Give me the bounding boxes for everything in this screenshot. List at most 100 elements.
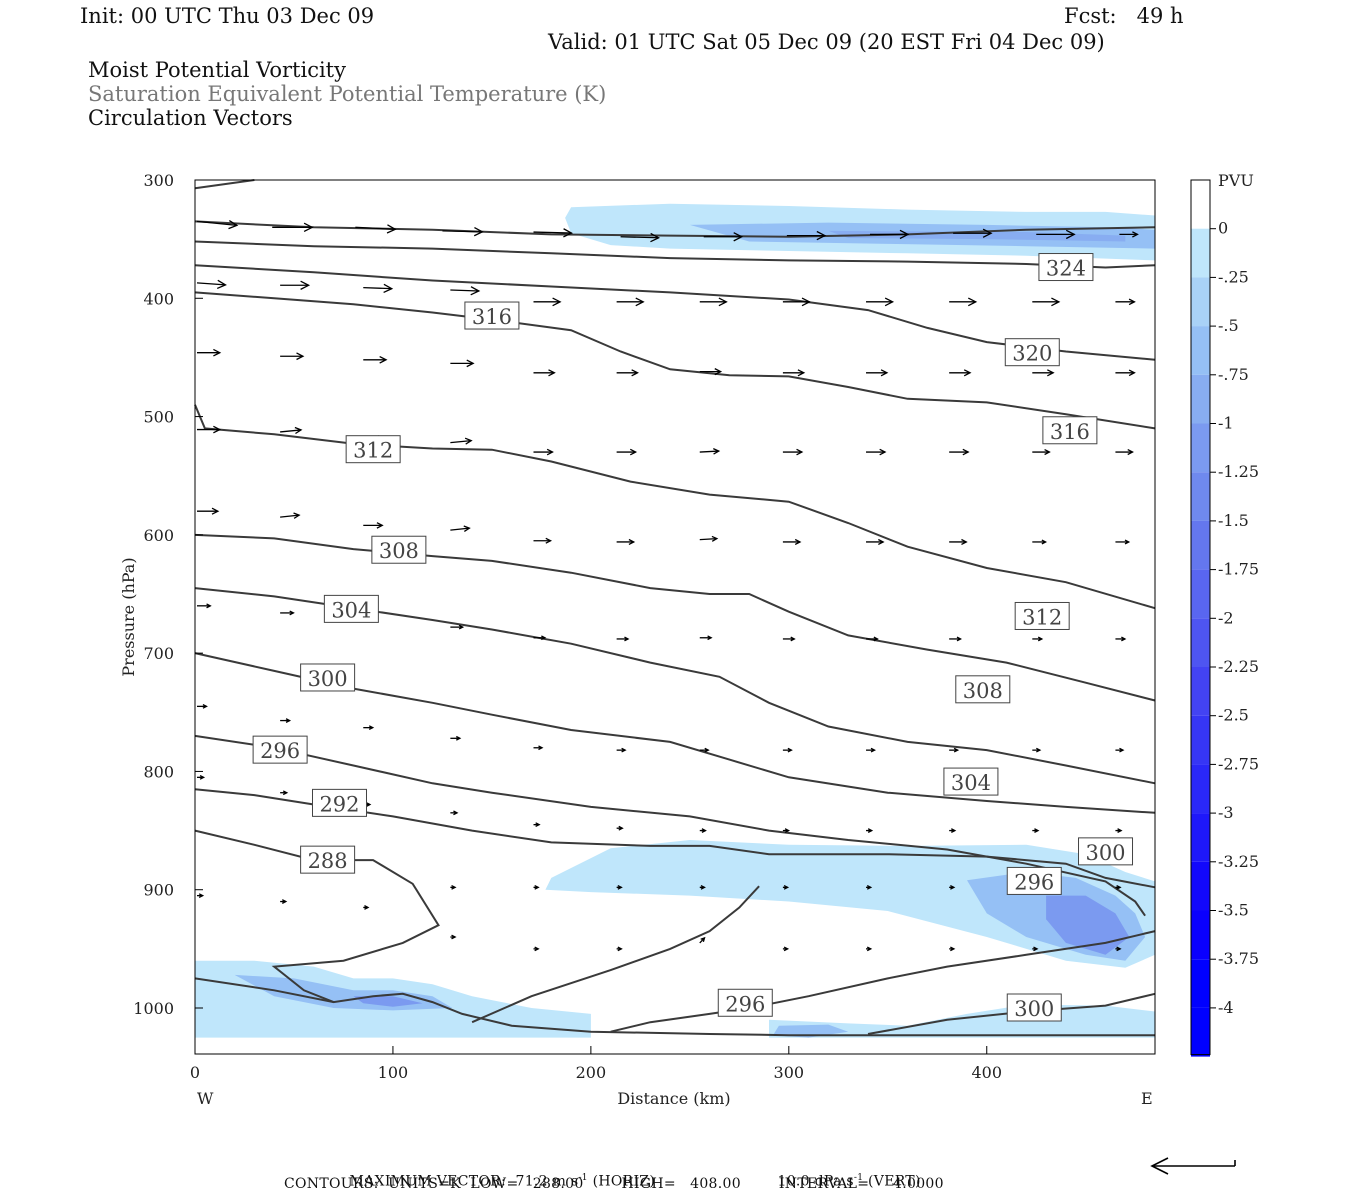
contour-label: 292 (311, 788, 367, 817)
contour-label: 300 (1006, 993, 1062, 1022)
max-vector-vert-unit: (VERT) (868, 1173, 921, 1190)
contour-line-296-4 (471, 885, 760, 1024)
colorbar-swatch (1191, 764, 1210, 814)
circulation-vector (197, 425, 222, 434)
colorbar-swatch (1191, 520, 1210, 570)
circulation-vector (533, 822, 541, 828)
contour-label: 308 (371, 535, 427, 564)
y-axis-label: Pressure (hPa) (119, 557, 138, 676)
svg-text:308: 308 (963, 679, 1003, 703)
colorbar-unit: PVU (1218, 171, 1254, 190)
circulation-vector (866, 369, 889, 377)
colorbar-level-label: 0 (1218, 219, 1228, 238)
circulation-vector (196, 219, 239, 230)
contour-label: 300 (300, 663, 356, 692)
circulation-vector (1115, 369, 1136, 377)
contour-line-316-10 (194, 291, 1156, 430)
circulation-vector (703, 232, 744, 242)
colorbar-level-label: -1.25 (1218, 462, 1259, 481)
max-vector-info: MAXIMUM VECTOR: 71.2 m s-1 (HORIZ) (340, 1157, 655, 1190)
x-axis-label: Distance (km) (617, 1089, 730, 1108)
circulation-vector (620, 232, 661, 243)
circulation-vector (363, 725, 375, 731)
circulation-vector (450, 810, 459, 816)
circulation-vector (280, 352, 305, 361)
circulation-vector (1032, 828, 1040, 833)
forecast-hour: Fcst: 49 h (1064, 4, 1184, 28)
circulation-vector (272, 222, 314, 232)
circulation-vector (363, 905, 370, 910)
colorbar-swatch (1191, 959, 1210, 1008)
colorbar-level-label: -2.25 (1218, 657, 1259, 676)
circulation-vector (782, 297, 811, 307)
svg-text:296: 296 (1014, 870, 1054, 894)
svg-text:304: 304 (331, 598, 371, 622)
colorbar-swatch (1191, 374, 1210, 424)
circulation-vector (699, 448, 721, 455)
contour-label: 304 (943, 767, 999, 796)
circulation-vector (949, 297, 978, 307)
circulation-vector (616, 946, 623, 952)
x-tick-label: 100 (378, 1063, 409, 1082)
circulation-vector (280, 899, 288, 904)
y-tick-label: 700 (143, 644, 174, 663)
circulation-vector (1119, 231, 1139, 238)
axis-layer: 0 100 200 300 400 300 400 500 600 700 800 900 1000 (133, 171, 1002, 1082)
circulation-vector (280, 718, 292, 723)
circulation-vector (1036, 229, 1076, 240)
circulation-vector (866, 538, 885, 545)
colorbar-swatch (1191, 715, 1210, 765)
svg-text:288: 288 (308, 849, 348, 873)
y-tick-label: 300 (143, 171, 174, 190)
circulation-vector (616, 884, 623, 890)
circulation-vector (949, 636, 962, 642)
circulation-vector (869, 229, 910, 240)
circulation-vector (1032, 297, 1061, 307)
max-vector-vert: 10.0 dPa s (777, 1173, 854, 1190)
colorbar-swatch (1191, 569, 1210, 619)
reference-vector-arrow (1150, 1157, 1236, 1175)
circulation-vector (197, 348, 222, 357)
contour-line-288-0 (194, 829, 440, 1004)
pv-shaded-region-5 (1046, 895, 1130, 955)
colorbar-level-label: -.5 (1218, 316, 1239, 335)
colorbar-level-label: -3.5 (1218, 901, 1249, 920)
circulation-vector (197, 603, 212, 609)
circulation-vector (616, 538, 636, 545)
svg-text:312: 312 (353, 439, 393, 463)
y-tick-label: 600 (143, 526, 174, 545)
colorbar-swatch (1191, 813, 1210, 862)
contour-info: CONTOURS: UNITS=K LOW= 288.00 HIGH= 408.… (284, 1176, 944, 1192)
circulation-vector (450, 735, 462, 741)
circulation-vector (949, 884, 956, 890)
contour-line-unlabeled-14 (194, 179, 255, 190)
circulation-vector (450, 624, 465, 630)
colorbar-swatch (1191, 667, 1210, 716)
circulation-vector (782, 884, 790, 890)
circulation-vector (1115, 747, 1125, 753)
circulation-vector (533, 297, 562, 307)
circulation-vector (533, 448, 554, 456)
circulation-vector (1032, 747, 1042, 753)
svg-text:296: 296 (260, 739, 300, 763)
svg-text:300: 300 (1085, 841, 1125, 865)
colorbar-swatch (1191, 910, 1210, 960)
circulation-vector (782, 538, 802, 545)
colorbar: 0 -.25 -.5 -.75 -1 -1.25 -1.5 -1.75 -2 -2.25 -2.5 -… (1190, 179, 1259, 1057)
contour-label: 296 (252, 735, 308, 764)
circulation-vector (616, 369, 639, 377)
circulation-vector (949, 369, 972, 377)
colorbar-level-label: -3.75 (1218, 949, 1259, 968)
contour-label: 300 (1078, 837, 1134, 866)
circulation-vector (699, 936, 706, 944)
svg-text:320: 320 (1012, 342, 1052, 366)
max-vector-horiz-unit: (HORIZ) (592, 1173, 656, 1190)
circulation-vector (1115, 884, 1122, 890)
x-end-label-east: E (1141, 1089, 1153, 1108)
plot-frame (194, 179, 1156, 1055)
circulation-vector (866, 636, 879, 642)
y-tick-label: 1000 (133, 999, 174, 1018)
circulation-vector (1032, 369, 1055, 377)
contour-line-312-9 (194, 404, 1156, 610)
circulation-vector (949, 538, 968, 545)
